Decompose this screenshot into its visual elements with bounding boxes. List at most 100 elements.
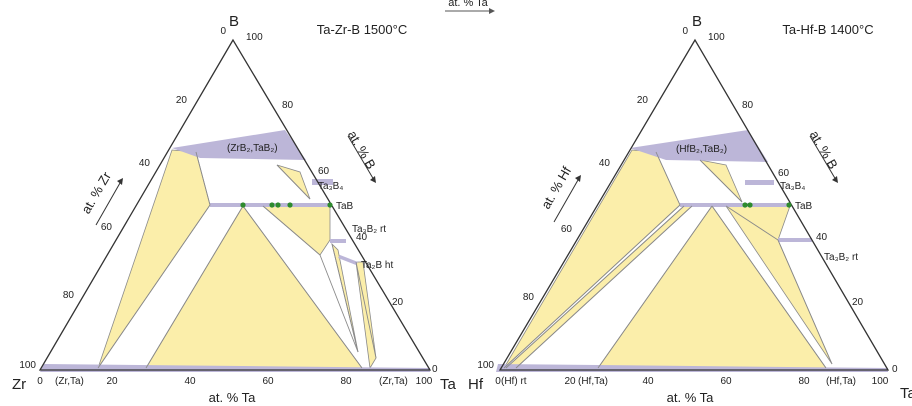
apex-label-left: Zr	[12, 376, 26, 393]
tick-label: 100	[246, 32, 263, 43]
tick-label: 100	[416, 376, 433, 387]
axis-arrow-left	[95, 182, 121, 226]
axis-title-right: at. % B	[807, 128, 841, 172]
diagram-title: Ta-Hf-B 1400°C	[782, 22, 873, 37]
point	[327, 202, 333, 208]
tick-label: 40	[599, 158, 611, 169]
tick-label: 20	[637, 95, 649, 106]
tick-label: 60	[778, 168, 790, 179]
label-ta3b4: Ta₃B₄	[780, 181, 805, 192]
axis-title-right: at. % B	[345, 128, 379, 172]
tick-label: 100	[708, 32, 725, 43]
tick-label: 0	[892, 364, 898, 375]
axis-arrow-right	[347, 135, 375, 181]
label-tab: TaB	[795, 201, 813, 212]
ticks-right: 100 80 60 40 20 0	[708, 32, 898, 375]
axis-title-bottom: at. % Ta	[209, 390, 257, 405]
ticks-bottom: 0 20 40 60 80 100	[37, 376, 433, 387]
tick-label: 80	[340, 376, 352, 387]
label-diboride: (ZrB₂,TaB₂)	[227, 143, 278, 154]
apex-label-top: B	[229, 13, 239, 30]
tick-label: 60	[262, 376, 274, 387]
tie-lines	[97, 151, 377, 369]
tick-label: 100	[19, 360, 36, 371]
diagram-ta-zr-b: Ta-Zr-B 1500°C	[12, 13, 457, 405]
tick-label: 60	[101, 222, 113, 233]
tick-label: 100	[477, 360, 494, 371]
tick-label: 40	[356, 232, 368, 243]
tick-label: 20	[852, 297, 864, 308]
apex-label-left: Hf	[468, 376, 484, 393]
apex-label-right: Ta	[440, 376, 457, 393]
ticks-left: 0 20 40 60 80 100	[477, 26, 688, 371]
tie-lines	[503, 151, 833, 369]
apex-label-top: B	[692, 13, 702, 30]
point	[747, 202, 753, 208]
label-ss-mid: (Hf,Ta)	[578, 376, 608, 387]
tick-label: 0	[495, 376, 501, 387]
tick-label: 80	[798, 376, 810, 387]
tick-label: 40	[139, 158, 151, 169]
phase-ta3b2	[778, 238, 812, 242]
tick-label: 0	[37, 376, 43, 387]
label-diboride: (HfB₂,TaB₂)	[676, 144, 727, 155]
ticks-right: 100 80 60 40 20 0	[246, 32, 438, 375]
tick-label: 80	[282, 100, 294, 111]
label-ss-left: (Zr,Ta)	[55, 376, 84, 387]
diagram-ta-hf-b: Ta-Hf-B 1400°C	[468, 13, 912, 405]
composition-points	[742, 202, 792, 208]
top-fragment-label: at. % Ta	[448, 0, 488, 9]
tick-label: 0	[432, 364, 438, 375]
phase-ta3b4	[745, 180, 774, 185]
tick-label: 0	[220, 26, 226, 37]
tick-label: 40	[642, 376, 654, 387]
diagram-title: Ta-Zr-B 1500°C	[317, 22, 407, 37]
tick-label: 60	[318, 166, 330, 177]
label-ss-left: (Hf) rt	[501, 376, 527, 387]
two-phase-regions	[503, 149, 833, 369]
axis-title-bottom: at. % Ta	[667, 390, 715, 405]
tick-label: 80	[742, 100, 754, 111]
point	[287, 202, 293, 208]
tick-label: 20	[392, 297, 404, 308]
tick-label: 20	[106, 376, 118, 387]
point	[269, 202, 275, 208]
phase-diboride-band	[172, 130, 306, 160]
label-ss-right: (Hf,Ta)	[826, 376, 856, 387]
tick-label: 80	[63, 290, 75, 301]
axis-title-left: at. % Hf	[538, 164, 574, 212]
tick-label: 60	[720, 376, 732, 387]
top-fragment-arrowhead	[489, 8, 495, 14]
phase-diboride-band	[630, 130, 768, 162]
tick-label: 40	[816, 232, 828, 243]
phase-tab-line	[680, 203, 790, 207]
axis-title-left: at. % Zr	[78, 169, 114, 216]
axis-arrowhead-right	[832, 176, 838, 183]
tick-label: 60	[561, 224, 573, 235]
point	[275, 202, 281, 208]
apex-label-right: Ta	[900, 385, 912, 402]
axis-arrowhead-right	[370, 176, 376, 183]
tick-label: 0	[682, 26, 688, 37]
axis-arrow-left	[553, 179, 579, 223]
label-ta3b2: Ta₃B₂ rt	[352, 224, 386, 235]
point	[240, 202, 246, 208]
tick-label: 80	[523, 292, 535, 303]
ticks-left: 0 20 40 60 80 100	[19, 26, 226, 371]
axis-arrowhead-left	[117, 178, 123, 185]
composition-points	[240, 202, 333, 208]
tick-label: 100	[872, 376, 889, 387]
tick-label: 20	[564, 376, 576, 387]
label-tab: TaB	[336, 201, 354, 212]
point	[742, 202, 748, 208]
point	[786, 202, 792, 208]
ticks-bottom: 0 20 40 60 80 100	[495, 376, 889, 387]
axis-arrow-right	[809, 135, 837, 181]
phase-ta2b	[338, 255, 358, 265]
label-ta2b: Ta₂B ht	[361, 260, 393, 271]
tick-label: 40	[184, 376, 196, 387]
phase-ta3b2	[330, 239, 346, 243]
label-ss-right: (Zr,Ta)	[379, 376, 408, 387]
tick-label: 20	[176, 95, 188, 106]
